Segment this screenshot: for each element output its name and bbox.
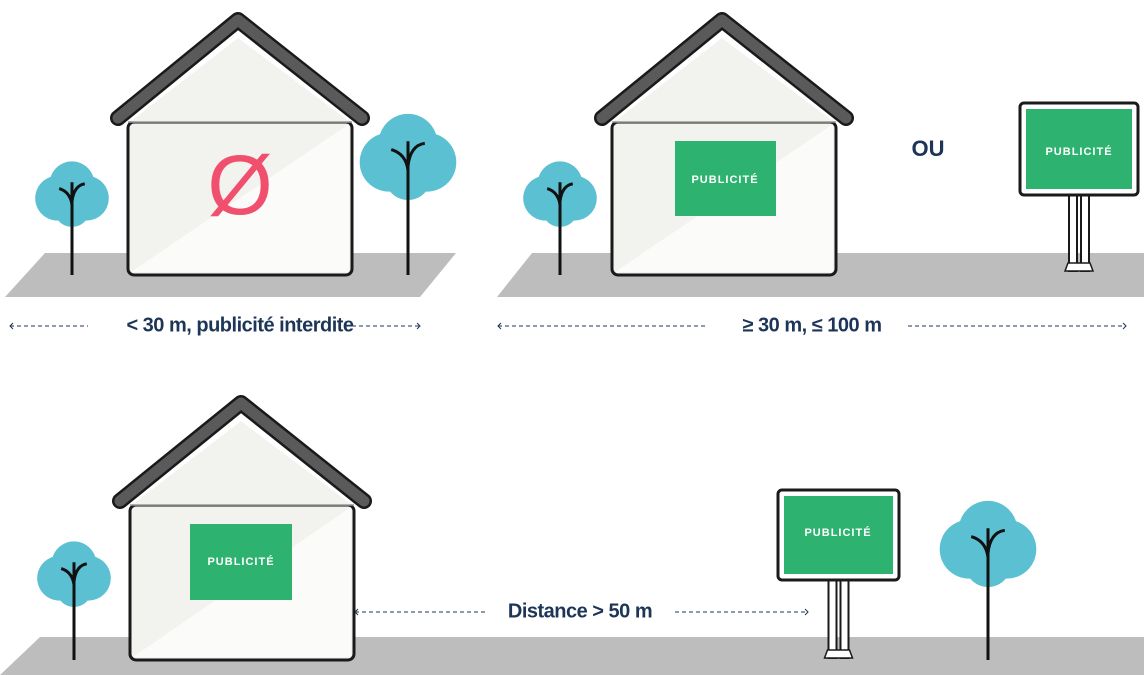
sign-text: PUBLICITÉ [1045,145,1112,158]
illustration: Ø < 30 m, publicité interdite PUBLICITÉ … [0,0,1144,675]
distance-label: < 30 m, publicité interdite [126,314,353,336]
distance-label: Distance > 50 m [508,600,652,622]
arrow-head [1123,323,1126,329]
sign-text: PUBLICITÉ [207,555,274,568]
post [1081,195,1089,271]
post [829,580,837,658]
post [841,580,849,658]
post-base [825,650,853,658]
arrow-head [805,609,808,615]
forbidden-symbol: Ø [207,138,272,232]
sign-text: PUBLICITÉ [691,173,758,186]
separator: OU [912,136,945,161]
shapes [0,20,1144,675]
post [1069,195,1077,271]
distance-label: ≥ 30 m, ≤ 100 m [743,314,882,336]
post-base [1065,263,1093,271]
sign-text: PUBLICITÉ [804,526,871,539]
